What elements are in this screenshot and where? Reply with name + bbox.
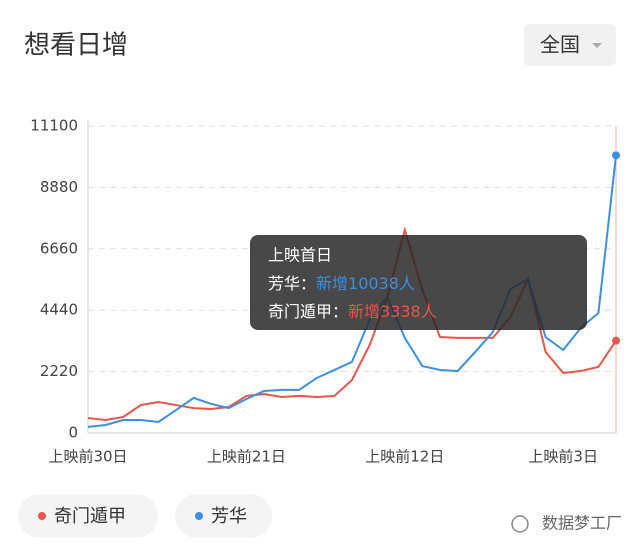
- filter-label[interactable]: 全国: [540, 33, 580, 57]
- x-tick-label: 上映前21日: [207, 448, 286, 466]
- y-tick-label: 0: [68, 424, 78, 442]
- tooltip-row: 奇门遁甲：新增3338人: [268, 302, 437, 321]
- legend-label: 芳华: [211, 506, 247, 527]
- y-tick-label: 2220: [40, 362, 78, 380]
- legend-item[interactable]: [18, 494, 158, 538]
- tooltip-label: 奇门遁甲：: [268, 302, 348, 321]
- legend-dot: [38, 512, 46, 520]
- dropdown-arrow: [592, 43, 602, 48]
- legend-label: 奇门遁甲: [54, 506, 126, 527]
- tooltip-title: 上映首日: [268, 246, 332, 265]
- tooltip: [250, 235, 587, 330]
- title: 想看日增: [24, 31, 128, 61]
- x-tick-label: 上映前3日: [528, 448, 598, 466]
- hover-point: [612, 336, 620, 345]
- y-tick-label: 8880: [40, 178, 78, 196]
- watermark-icon: [511, 515, 529, 533]
- x-tick-label: 上映前12日: [365, 448, 444, 466]
- y-tick-label: 6660: [40, 239, 78, 257]
- legend-dot: [195, 512, 203, 520]
- y-tick-label: 11100: [30, 117, 78, 135]
- filter-dropdown[interactable]: [524, 24, 616, 66]
- hover-point: [612, 151, 620, 160]
- x-tick-label: 上映前30日: [48, 448, 127, 466]
- y-tick-label: 4440: [40, 301, 78, 319]
- tooltip-value: 新增3338人: [348, 302, 437, 321]
- legend-item[interactable]: [175, 494, 272, 538]
- tooltip-row: 芳华：新增10038人: [268, 274, 415, 293]
- tooltip-value: 新增10038人: [316, 274, 415, 293]
- watermark: 数据梦工厂: [542, 514, 622, 533]
- tooltip-label: 芳华：: [268, 274, 316, 293]
